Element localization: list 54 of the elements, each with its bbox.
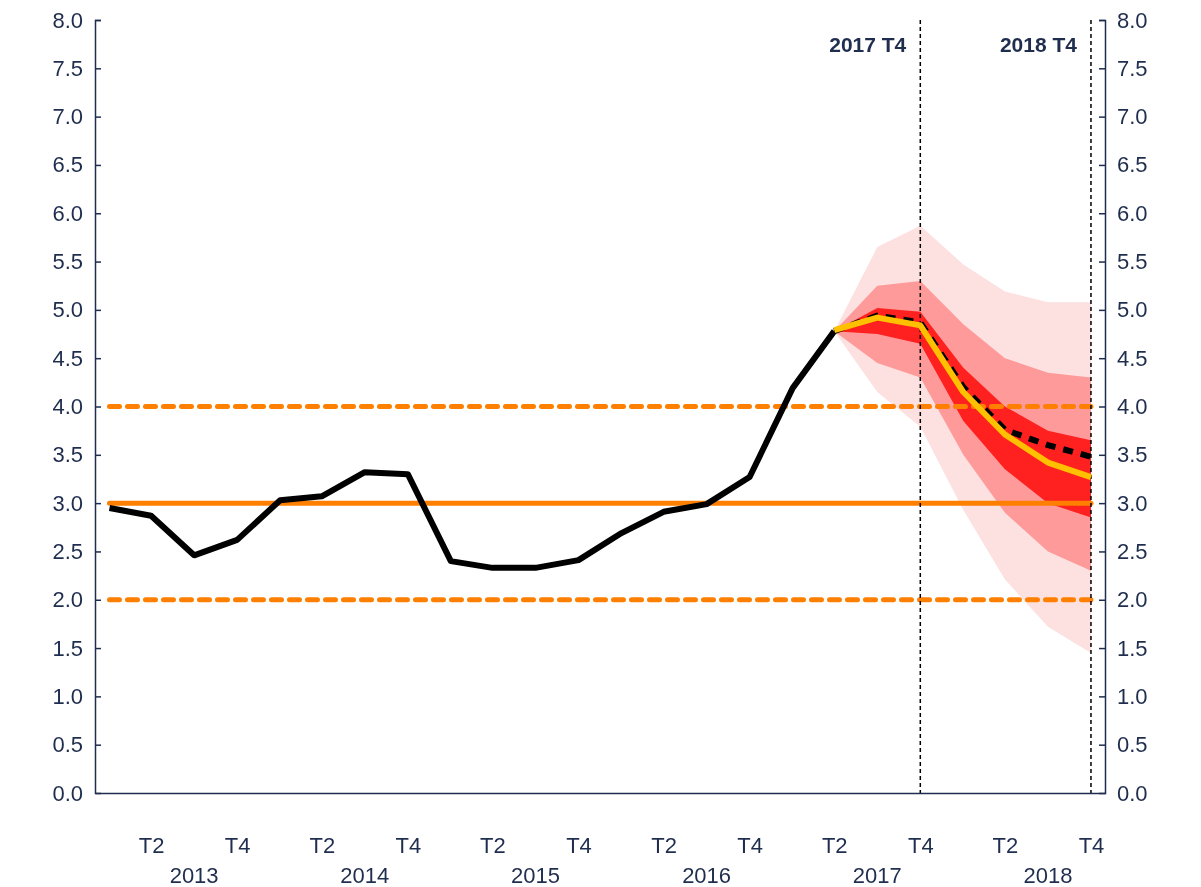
y2-tick-label: 6.5	[1117, 152, 1148, 178]
x-tick-label: T2	[992, 832, 1019, 858]
x-tick-label: T2	[138, 832, 165, 858]
y-tick-label: 8.0	[52, 7, 83, 33]
y-tick-label: 4.0	[52, 394, 83, 420]
x-tick-label: T4	[566, 832, 592, 858]
y-tick-label: 6.0	[52, 200, 83, 226]
text: 2013	[169, 862, 219, 887]
x-tick-label: T2	[821, 832, 848, 858]
y2-tick-label: 8.0	[1117, 7, 1148, 33]
y2-tick-label: 5.5	[1117, 249, 1148, 275]
x-tick-label: T4	[1078, 832, 1105, 858]
y2-tick-label: 5.0	[1117, 297, 1148, 323]
y2-tick-label: 3.5	[1117, 442, 1148, 468]
y2-tick-label: 3.0	[1117, 490, 1148, 516]
y-tick-label: 0.5	[52, 732, 83, 758]
y-tick-label: 5.5	[52, 249, 83, 275]
y2-tick-label: 2.5	[1117, 538, 1148, 564]
x-tick-label: T2	[480, 832, 506, 858]
x-tick-label: T4	[737, 832, 763, 858]
y-tick-label: 6.5	[52, 152, 83, 178]
ref-line-label: 2017 T4	[829, 33, 907, 56]
y2-tick-label: 4.5	[1117, 345, 1148, 371]
ref-line-label: 2018 T4	[999, 33, 1078, 56]
y-tick-label: 3.0	[52, 490, 83, 516]
y2-tick-label: 2.0	[1117, 587, 1148, 613]
x-tick-label: T2	[651, 832, 677, 858]
y2-tick-label: 7.5	[1117, 55, 1148, 81]
y-tick-label: 1.0	[52, 683, 83, 709]
y2-tick-label: 6.0	[1117, 200, 1148, 226]
x-tick-label: T4	[395, 832, 422, 858]
text: 2015	[511, 862, 560, 887]
y-tick-label: 2.0	[52, 587, 83, 613]
y-tick-label: 4.5	[52, 345, 83, 371]
y-tick-label: 0.0	[52, 780, 83, 806]
x-tick-label: T4	[224, 832, 251, 858]
text: 2016	[682, 862, 732, 887]
y2-tick-label: 1.5	[1117, 635, 1148, 661]
y2-tick-label: 0.0	[1117, 780, 1148, 806]
x-tick-label: T2	[309, 832, 336, 858]
y2-tick-label: 7.0	[1117, 104, 1148, 130]
y-tick-label: 3.5	[52, 442, 83, 468]
text: 2017	[852, 862, 902, 887]
y-tick-label: 5.0	[52, 297, 83, 323]
y-tick-label: 7.5	[52, 55, 83, 81]
y2-tick-label: 1.0	[1117, 683, 1148, 709]
x-tick-label: T4	[907, 832, 934, 858]
y-tick-label: 7.0	[52, 104, 83, 130]
y-tick-label: 1.5	[52, 635, 83, 661]
y2-tick-label: 0.5	[1117, 732, 1148, 758]
text: 2014	[340, 862, 390, 887]
y2-tick-label: 4.0	[1117, 394, 1148, 420]
y-tick-label: 2.5	[52, 538, 83, 564]
text: 2018	[1023, 862, 1073, 887]
